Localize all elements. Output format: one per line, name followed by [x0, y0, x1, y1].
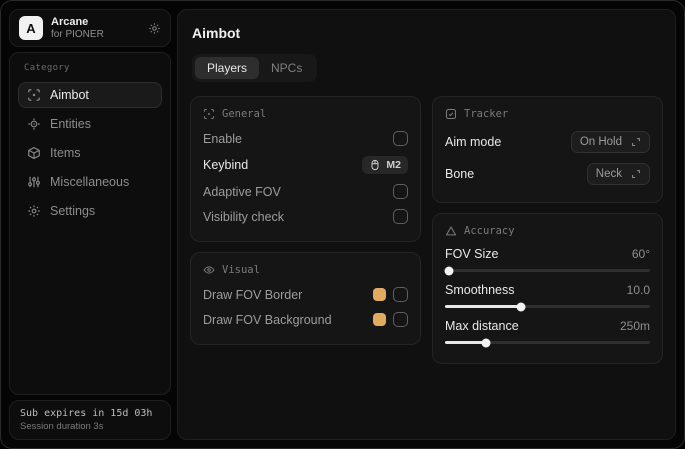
panel-visual: Visual Draw FOV Border Draw FOV Backgrou…: [190, 252, 421, 345]
session-duration: Session duration 3s: [20, 421, 104, 432]
setting-row-enable: Enable: [203, 126, 408, 151]
app-logo: A: [19, 16, 43, 40]
enable-checkbox[interactable]: [393, 131, 408, 146]
visibility-check-checkbox[interactable]: [393, 209, 408, 224]
setting-row-adaptive-fov: Adaptive FOV: [203, 179, 408, 204]
gear-icon[interactable]: [148, 22, 161, 35]
scan-icon: [203, 108, 215, 120]
panel-title: Tracker: [464, 108, 509, 120]
setting-label: Visibility check: [203, 209, 285, 224]
slider-thumb[interactable]: [444, 266, 454, 275]
setting-row-keybind: Keybind M2: [203, 151, 408, 179]
main-content: Aimbot Players NPCs Genera: [177, 9, 676, 440]
setting-label: Draw FOV Background: [203, 312, 332, 327]
setting-row-fov-background: Draw FOV Background: [203, 307, 408, 332]
setting-label: Draw FOV Border: [203, 287, 303, 302]
panel-title: General: [222, 108, 267, 120]
color-swatch[interactable]: [373, 313, 386, 326]
page-title: Aimbot: [192, 25, 241, 41]
tab-players[interactable]: Players: [195, 57, 260, 79]
setting-label: Enable: [203, 131, 242, 146]
app-subtitle: for PIONER: [51, 28, 104, 40]
app-name: Arcane: [51, 15, 89, 28]
sidebar-item-label: Aimbot: [50, 88, 89, 102]
sidebar-header: A Arcane for PIONER: [9, 9, 171, 47]
triangle-icon: [445, 225, 457, 237]
slider-thumb[interactable]: [516, 302, 526, 311]
slider-value: 60°: [631, 247, 650, 261]
slider-fov-size: FOV Size 60°: [444, 243, 650, 279]
selected-value: Neck: [595, 168, 622, 180]
sidebar-item-entities[interactable]: Entities: [18, 111, 162, 137]
setting-label: Adaptive FOV: [203, 184, 281, 199]
sidebar-footer: Sub expires in 15d 03h Session duration …: [9, 400, 171, 440]
setting-label: Bone: [445, 167, 475, 181]
entities-icon: [27, 117, 41, 131]
adaptive-fov-checkbox[interactable]: [393, 184, 408, 199]
sidebar-item-label: Settings: [50, 204, 96, 218]
crosshair-icon: [27, 88, 41, 102]
panel-accuracy: Accuracy FOV Size 60°: [432, 213, 663, 364]
slider-max-distance: Max distance 250m: [445, 315, 650, 351]
sidebar-item-miscellaneous[interactable]: Miscellaneous: [18, 169, 162, 195]
slider-value: 10.0: [626, 283, 650, 297]
aim-mode-select[interactable]: On Hold: [570, 131, 650, 153]
setting-label: FOV Size: [445, 247, 499, 261]
setting-label: Keybind: [203, 158, 249, 172]
slider-smoothness: Smoothness 10.0: [445, 279, 650, 315]
fov-border-checkbox[interactable]: [393, 287, 408, 302]
sidebar-item-label: Miscellaneous: [50, 175, 130, 189]
sidebar-item-items[interactable]: Items: [18, 140, 162, 166]
setting-label: Max distance: [445, 319, 519, 333]
category-label: Category: [24, 63, 70, 73]
setting-row-visibility-check: Visibility check: [203, 204, 408, 229]
frame-icon: [445, 108, 457, 120]
keybind-value: M2: [386, 159, 401, 171]
package-icon: [27, 146, 41, 160]
panel-general: General Enable Keybind: [190, 96, 421, 242]
sidebar-item-aimbot[interactable]: Aimbot: [18, 82, 162, 108]
smoothness-slider[interactable]: [445, 302, 650, 311]
setting-label: Aim mode: [445, 135, 502, 149]
eye-icon: [203, 264, 215, 276]
target-tabs: Players NPCs: [192, 54, 318, 82]
setting-row-bone: Bone Neck: [445, 158, 650, 190]
keybind-button[interactable]: M2: [362, 156, 408, 174]
setting-label: Smoothness: [445, 283, 515, 297]
sidebar-item-label: Items: [50, 146, 81, 160]
color-swatch[interactable]: [373, 288, 386, 301]
fov-background-checkbox[interactable]: [393, 312, 408, 327]
subscription-expiry: Sub expires in 15d 03h: [20, 408, 153, 419]
mouse-icon: [369, 159, 381, 171]
panel-title: Accuracy: [464, 225, 515, 237]
setting-row-fov-border: Draw FOV Border: [203, 282, 408, 307]
sidebar: A Arcane for PIONER Category: [9, 9, 171, 440]
panel-title: Visual: [222, 264, 260, 276]
sliders-icon: [27, 175, 41, 189]
expand-icon: [631, 137, 641, 147]
bone-select[interactable]: Neck: [586, 163, 650, 185]
gear-icon: [27, 204, 41, 218]
tab-npcs[interactable]: NPCs: [271, 61, 303, 75]
fov-size-slider[interactable]: [444, 266, 650, 275]
slider-value: 250m: [619, 319, 650, 333]
selected-value: On Hold: [579, 136, 622, 148]
sidebar-item-label: Entities: [50, 117, 91, 131]
slider-thumb[interactable]: [481, 338, 491, 347]
panel-tracker: Tracker Aim mode On Hold: [432, 96, 663, 203]
sidebar-nav: Category Aimbot: [9, 52, 171, 395]
expand-icon: [631, 169, 641, 179]
sidebar-item-settings[interactable]: Settings: [18, 198, 162, 224]
max-distance-slider[interactable]: [445, 338, 650, 347]
setting-row-aim-mode: Aim mode On Hold: [445, 126, 650, 158]
